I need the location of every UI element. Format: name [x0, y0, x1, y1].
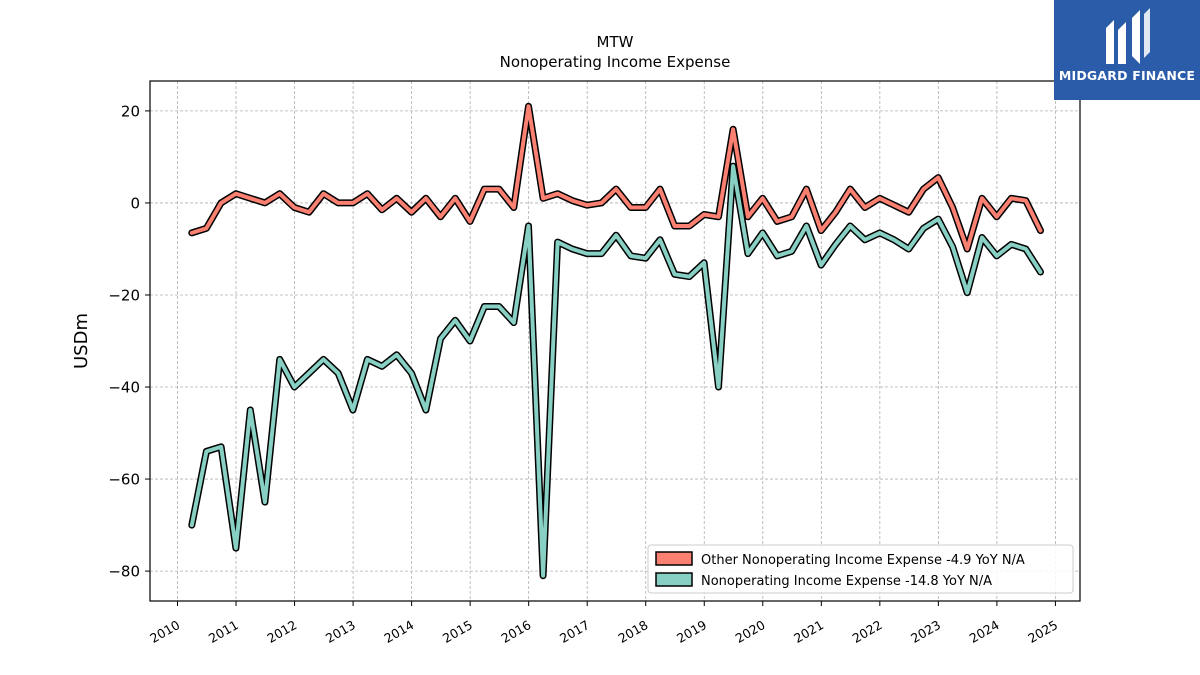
x-tick-label: 2024: [967, 617, 1002, 646]
y-axis-label: USDm: [71, 313, 92, 369]
y-axis: 20 0 −20 −40 −60 −80: [108, 102, 150, 581]
grid: [150, 81, 1080, 601]
legend-label-total: Nonoperating Income Expense -14.8 YoY N/…: [701, 574, 992, 589]
x-tick-label: 2021: [791, 617, 826, 646]
chart-title: MTW: [597, 33, 634, 51]
y-tick-label: −20: [108, 286, 140, 304]
x-tick-label: 2015: [440, 617, 475, 646]
x-tick-label: 2020: [733, 617, 768, 646]
y-tick-label: 0: [130, 194, 140, 212]
x-tick-label: 2017: [557, 617, 592, 646]
x-tick-label: 2023: [908, 617, 943, 646]
legend-label-other: Other Nonoperating Income Expense -4.9 Y…: [701, 553, 1025, 568]
series-other-line: [189, 104, 1043, 251]
legend-swatch-total: [655, 572, 693, 587]
midgard-finance-logo: MIDGARD FINANCE: [1054, 0, 1200, 100]
x-tick-label: 2011: [206, 617, 241, 646]
y-tick-label: −40: [108, 379, 140, 397]
x-tick-label: 2014: [381, 617, 416, 646]
x-tick-label: 2025: [1025, 617, 1060, 646]
legend: Other Nonoperating Income Expense -4.9 Y…: [647, 544, 1074, 594]
logo-text: MIDGARD FINANCE: [1058, 68, 1196, 83]
chart-subtitle: Nonoperating Income Expense: [500, 53, 731, 71]
legend-box: [647, 544, 1074, 594]
x-tick-label: 2010: [147, 617, 182, 646]
midgard-logo-icon: [1106, 8, 1150, 64]
y-tick-label: −60: [108, 471, 140, 489]
series-total-line: [189, 164, 1043, 578]
legend-swatch-other: [655, 551, 693, 566]
x-tick-label: 2013: [323, 617, 358, 646]
series-layer: [188, 102, 1044, 580]
series-other-outline: [188, 102, 1044, 253]
x-tick-label: 2018: [616, 617, 651, 646]
x-tick-label: 2012: [264, 617, 299, 646]
x-tick-label: 2016: [498, 617, 533, 646]
y-tick-label: 20: [121, 102, 140, 120]
series-total-outline: [188, 162, 1044, 580]
y-tick-label: −80: [108, 563, 140, 581]
x-axis: 2010 2011 2012 2013 2014 2015 2016 2017 2018 2019…: [147, 601, 1060, 646]
x-tick-label: 2022: [850, 617, 885, 646]
x-tick-label: 2019: [674, 617, 709, 646]
plot-frame: [149, 80, 1081, 602]
